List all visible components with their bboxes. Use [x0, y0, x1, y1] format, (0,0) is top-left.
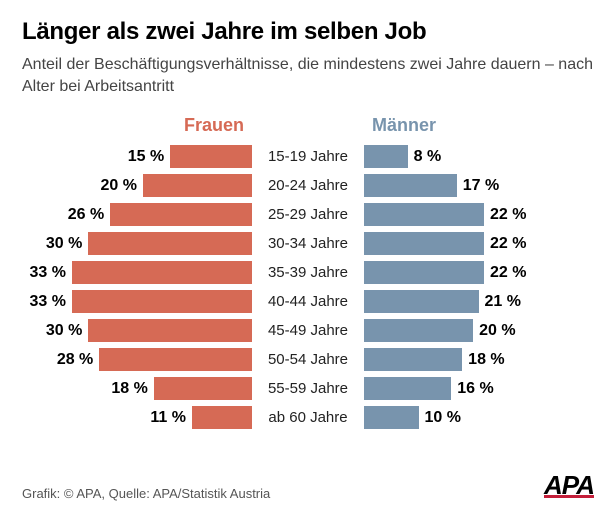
left-bar	[99, 348, 252, 371]
chart-rows: 15 % 15-19 Jahre 8 % 20 % 20-24 Jahre 17 % 26 …	[22, 142, 594, 432]
chart-row: 11 % ab 60 Jahre 10 %	[22, 403, 594, 432]
age-label: 35-39 Jahre	[252, 264, 364, 281]
right-bar	[364, 319, 473, 342]
right-bar	[364, 145, 408, 168]
column-header-left: Frauen	[22, 115, 252, 136]
age-label: ab 60 Jahre	[252, 409, 364, 426]
left-bar	[88, 319, 252, 342]
right-value-label: 22 %	[490, 264, 526, 282]
left-bar	[170, 145, 252, 168]
right-bar	[364, 174, 457, 197]
right-value-label: 20 %	[479, 322, 515, 340]
right-value-label: 18 %	[468, 351, 504, 369]
age-label: 50-54 Jahre	[252, 351, 364, 368]
age-label: 30-34 Jahre	[252, 235, 364, 252]
chart-row: 18 % 55-59 Jahre 16 %	[22, 374, 594, 403]
chart-row: 28 % 50-54 Jahre 18 %	[22, 345, 594, 374]
right-bar	[364, 261, 484, 284]
age-label: 45-49 Jahre	[252, 322, 364, 339]
chart-row: 33 % 40-44 Jahre 21 %	[22, 287, 594, 316]
age-label: 25-29 Jahre	[252, 206, 364, 223]
left-bar	[110, 203, 252, 226]
left-bar	[143, 174, 252, 197]
chart-subtitle: Anteil der Beschäftigungsverhältnisse, d…	[22, 54, 594, 97]
chart-row: 15 % 15-19 Jahre 8 %	[22, 142, 594, 171]
left-bar	[72, 290, 252, 313]
right-value-label: 21 %	[485, 293, 521, 311]
left-bar	[88, 232, 252, 255]
chart-row: 20 % 20-24 Jahre 17 %	[22, 171, 594, 200]
right-value-label: 10 %	[425, 409, 461, 427]
left-bar	[72, 261, 252, 284]
age-label: 55-59 Jahre	[252, 380, 364, 397]
left-value-label: 20 %	[100, 177, 136, 195]
right-value-label: 22 %	[490, 235, 526, 253]
chart-row: 26 % 25-29 Jahre 22 %	[22, 200, 594, 229]
right-value-label: 22 %	[490, 206, 526, 224]
right-bar	[364, 290, 479, 313]
left-value-label: 33 %	[30, 264, 66, 282]
age-label: 40-44 Jahre	[252, 293, 364, 310]
right-bar	[364, 348, 462, 371]
age-label: 20-24 Jahre	[252, 177, 364, 194]
right-bar	[364, 377, 451, 400]
left-value-label: 28 %	[57, 351, 93, 369]
chart-row: 33 % 35-39 Jahre 22 %	[22, 258, 594, 287]
left-value-label: 18 %	[111, 380, 147, 398]
right-value-label: 8 %	[414, 148, 442, 166]
left-value-label: 30 %	[46, 235, 82, 253]
left-value-label: 11 %	[150, 409, 186, 427]
right-value-label: 16 %	[457, 380, 493, 398]
chart-title: Länger als zwei Jahre im selben Job	[22, 18, 594, 46]
apa-logo: APA	[544, 470, 594, 501]
left-value-label: 26 %	[68, 206, 104, 224]
left-value-label: 33 %	[30, 293, 66, 311]
age-label: 15-19 Jahre	[252, 148, 364, 165]
right-value-label: 17 %	[463, 177, 499, 195]
pyramid-chart: Frauen Männer 15 % 15-19 Jahre 8 % 20 % 20-2…	[22, 115, 594, 432]
source-credit: Grafik: © APA, Quelle: APA/Statistik Aus…	[22, 486, 270, 501]
chart-row: 30 % 45-49 Jahre 20 %	[22, 316, 594, 345]
column-header-right: Männer	[364, 115, 594, 136]
left-bar	[154, 377, 252, 400]
left-value-label: 15 %	[128, 148, 164, 166]
left-value-label: 30 %	[46, 322, 82, 340]
chart-row: 30 % 30-34 Jahre 22 %	[22, 229, 594, 258]
right-bar	[364, 406, 419, 429]
right-bar	[364, 203, 484, 226]
right-bar	[364, 232, 484, 255]
left-bar	[192, 406, 252, 429]
